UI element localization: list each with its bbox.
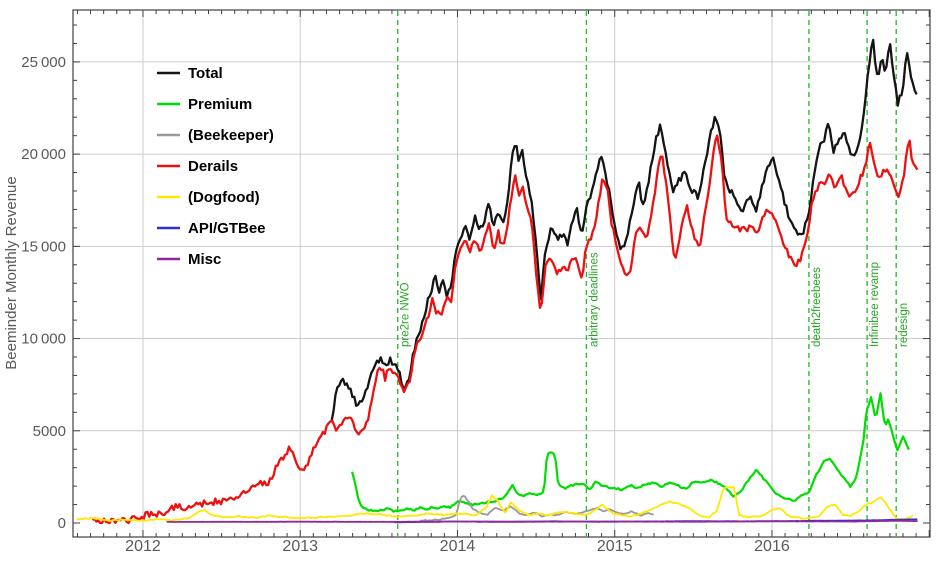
event-label: pre2re NWO bbox=[400, 282, 412, 347]
event-label: Infinibee revamp bbox=[869, 262, 881, 347]
y-axis-tick-label: 10 000 bbox=[21, 331, 66, 348]
legend-label-premium: Premium bbox=[188, 96, 252, 113]
x-axis-tick-label: 2013 bbox=[282, 538, 318, 555]
event-label: death2freebees bbox=[811, 267, 823, 347]
x-axis-tick-label: 2014 bbox=[440, 538, 476, 555]
series-line-dogfood bbox=[76, 485, 914, 522]
legend-label-beekeeper: (Beekeeper) bbox=[188, 127, 274, 144]
x-axis-tick-label: 2016 bbox=[754, 538, 790, 555]
x-axis-tick-label: 2012 bbox=[125, 538, 161, 555]
series-line-total bbox=[330, 38, 918, 421]
y-axis-tick-label: 15 000 bbox=[21, 238, 66, 255]
x-axis-tick-label: 2015 bbox=[597, 538, 633, 555]
y-axis-title: Beeminder Monthly Revenue bbox=[3, 176, 20, 369]
legend-label-api-gtbee: API/GTBee bbox=[188, 220, 266, 237]
series-line-misc bbox=[166, 519, 918, 523]
legend-label-total: Total bbox=[188, 65, 223, 82]
series-line-premium bbox=[351, 392, 910, 513]
y-axis-tick-label: 20 000 bbox=[21, 146, 66, 163]
plot-frame bbox=[72, 9, 931, 538]
y-axis-tick-label: 0 bbox=[58, 515, 66, 532]
y-axis-tick-label: 25 000 bbox=[21, 54, 66, 71]
legend-label-misc: Misc bbox=[188, 251, 221, 268]
event-label: arbitrary deadlines bbox=[588, 252, 600, 347]
legend-label-derails: Derails bbox=[188, 158, 238, 175]
y-axis-tick-label: 5000 bbox=[33, 423, 66, 440]
series-line-derails bbox=[91, 134, 919, 525]
legend-label-dogfood: (Dogfood) bbox=[188, 189, 260, 206]
event-label: redesign bbox=[898, 303, 910, 347]
